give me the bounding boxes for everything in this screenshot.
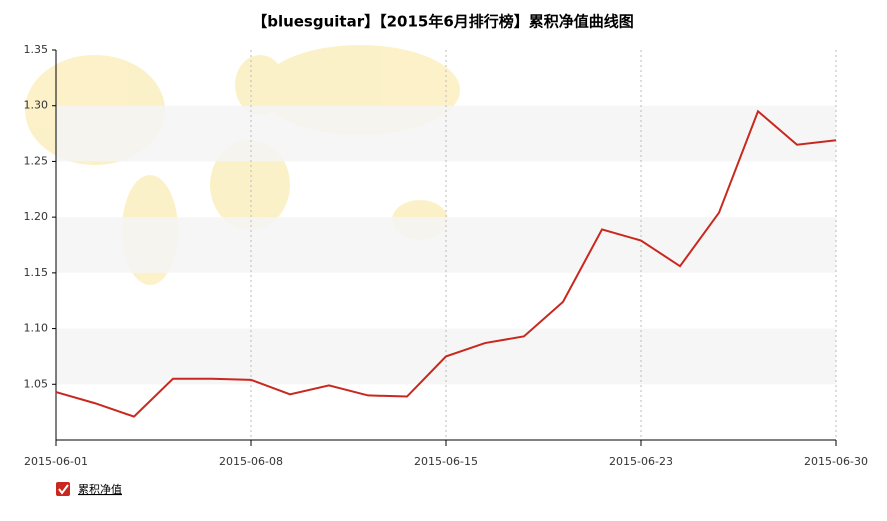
y-tick-label: 1.35 xyxy=(24,43,49,56)
check-icon xyxy=(58,484,69,495)
x-tick-label: 2015-06-08 xyxy=(219,455,283,468)
y-tick-label: 1.30 xyxy=(24,99,49,112)
y-tick-label: 1.25 xyxy=(24,154,49,167)
x-tick-label: 2015-06-30 xyxy=(804,455,868,468)
legend-checkbox[interactable] xyxy=(56,482,70,496)
y-tick-label: 1.15 xyxy=(24,266,49,279)
grid-band xyxy=(56,105,836,162)
y-tick-label: 1.05 xyxy=(24,377,49,390)
legend-label[interactable]: 累积净值 xyxy=(78,482,122,496)
chart-title: 【bluesguitar】【2015年6月排行榜】累积净值曲线图 xyxy=(252,13,634,31)
x-tick-label: 2015-06-23 xyxy=(609,455,673,468)
y-tick-label: 1.10 xyxy=(24,322,49,335)
legend[interactable]: 累积净值 xyxy=(56,482,122,496)
x-tick-label: 2015-06-15 xyxy=(414,455,478,468)
x-tick-label: 2015-06-01 xyxy=(24,455,88,468)
y-tick-label: 1.20 xyxy=(24,210,49,223)
data-line xyxy=(55,109,837,418)
